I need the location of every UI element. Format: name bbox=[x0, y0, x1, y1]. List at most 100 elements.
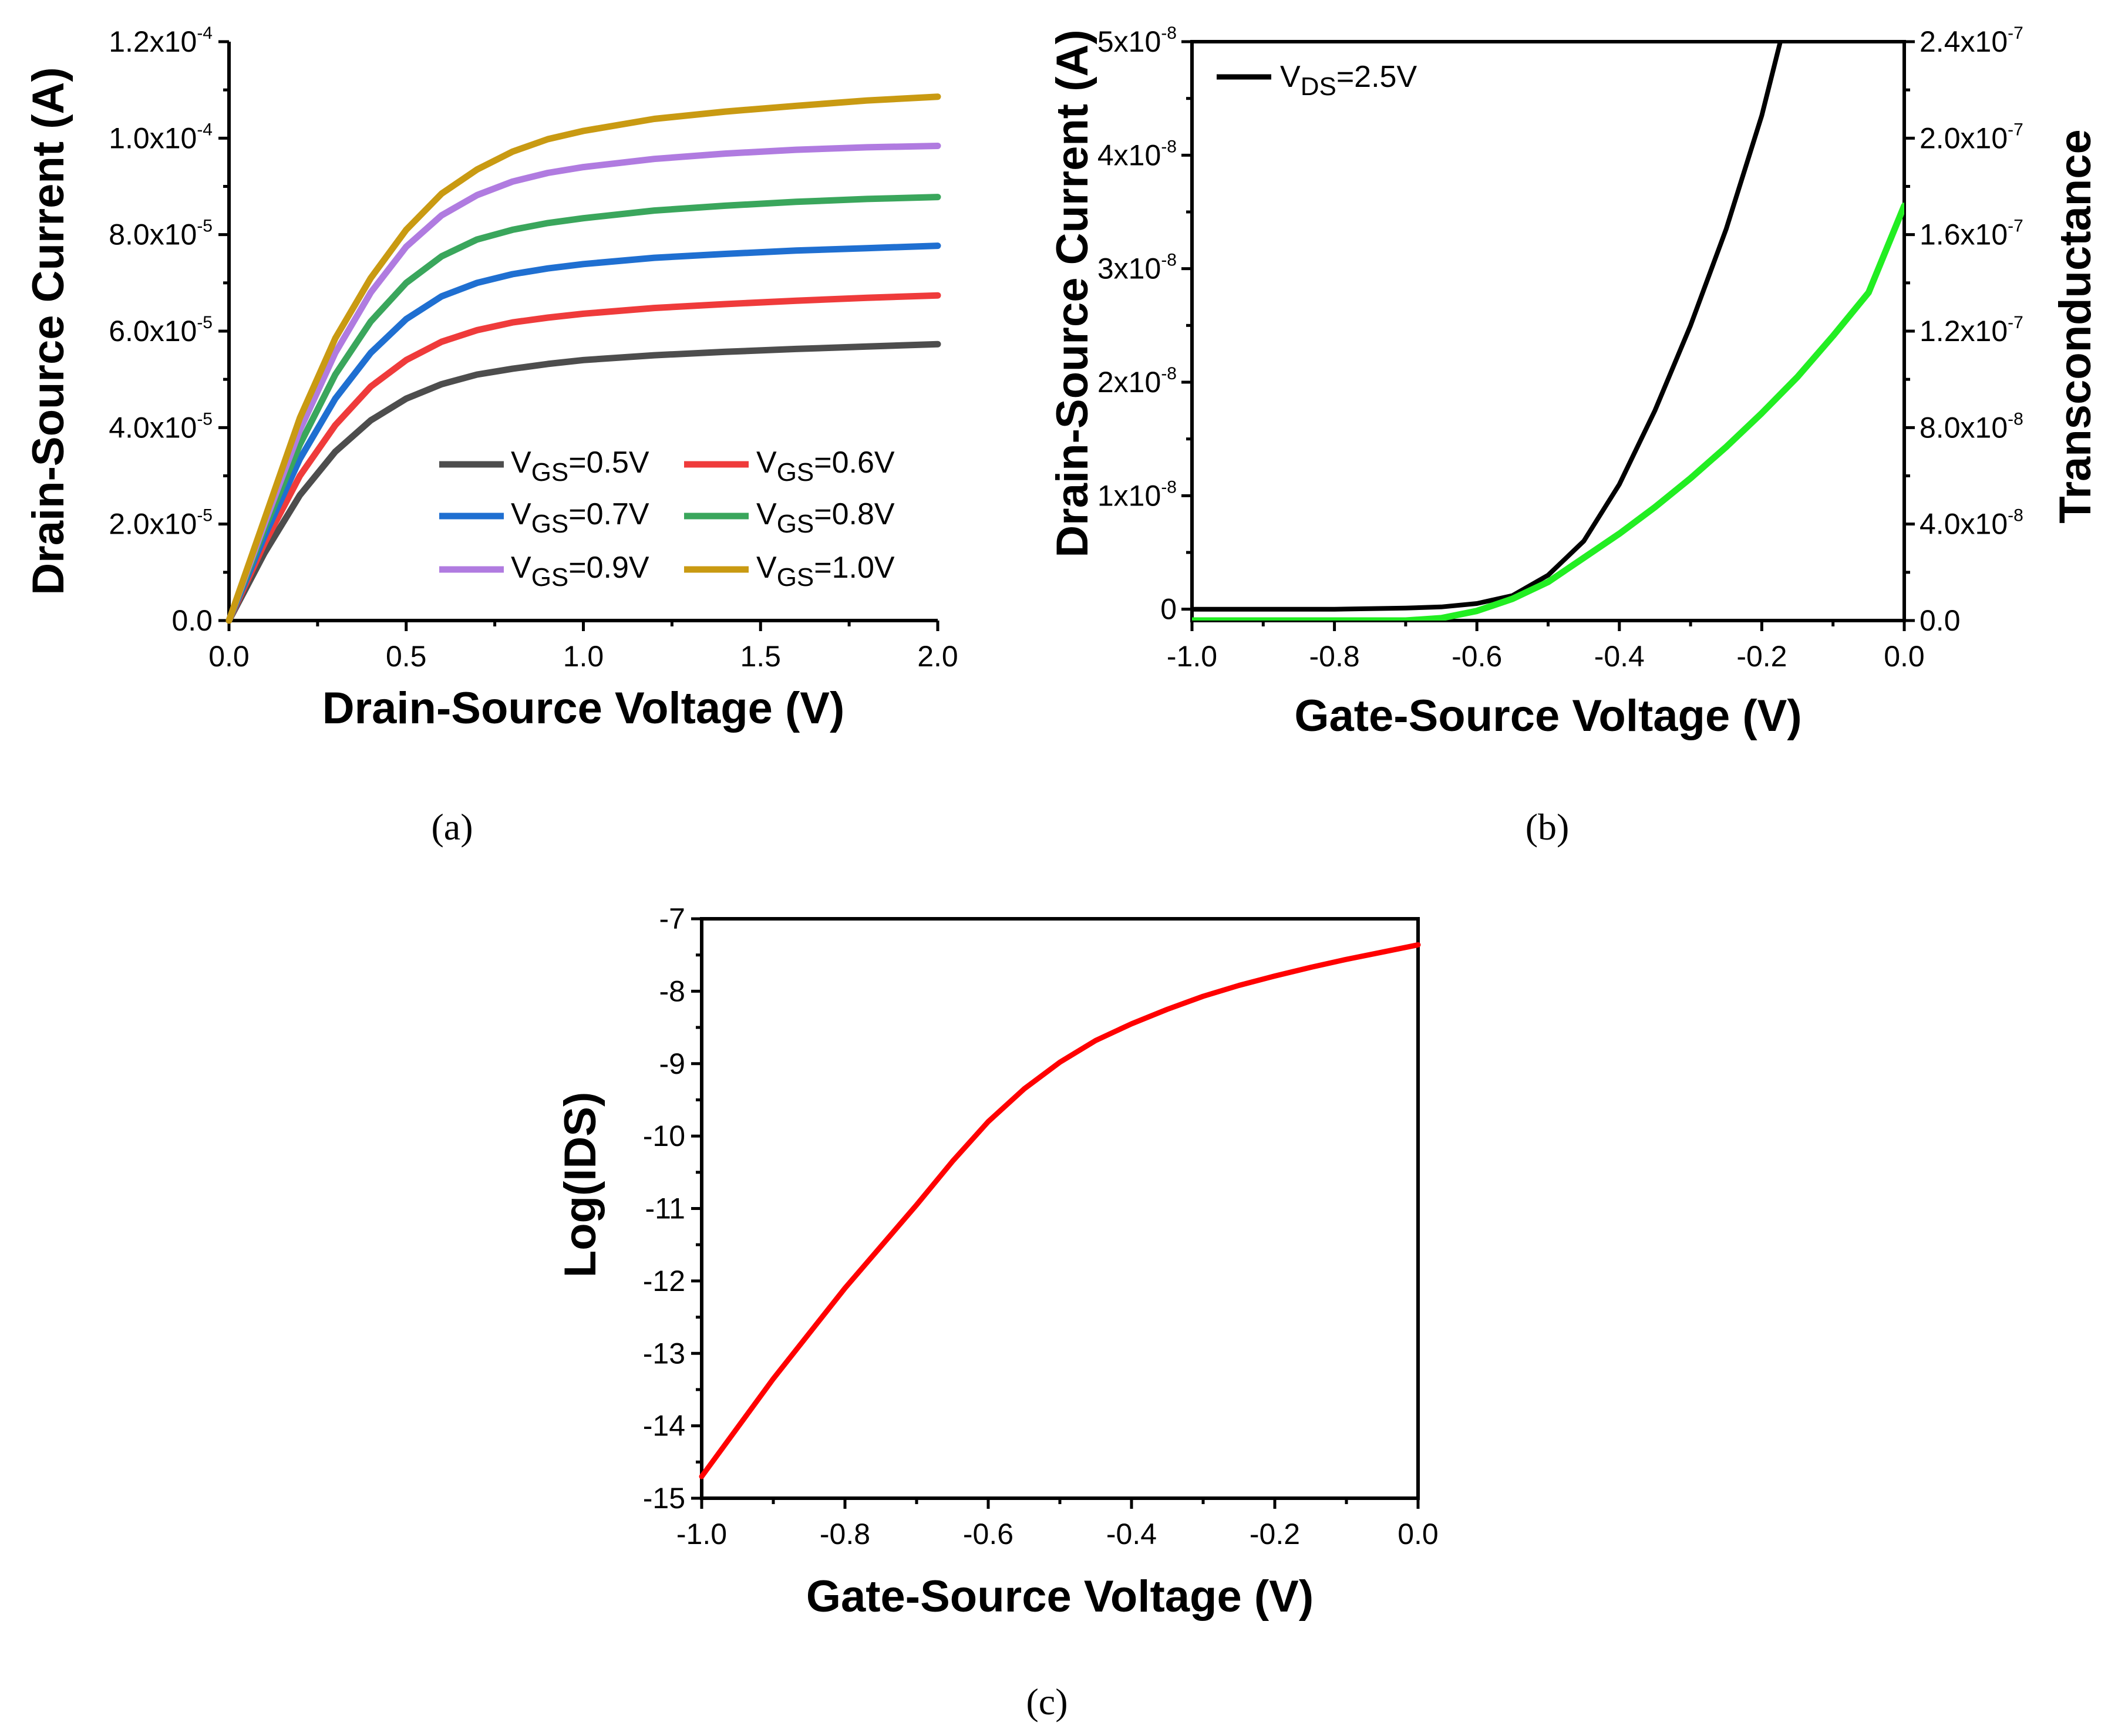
panel-a-line-chart: 0.0 0.5 1.0 1.5 2.00.02.0x10-54.0x10-56.0x10… bbox=[23, 23, 958, 733]
y-tick-label-c: -9 bbox=[659, 1047, 685, 1080]
y-right-tick-label-b: 1.6x10-7 bbox=[1920, 217, 2023, 251]
x-tick-label-b: 0.0 bbox=[1884, 640, 1925, 673]
x-tick-label-b: -0.8 bbox=[1309, 640, 1360, 673]
y-tick-label-a: 1.2x10-4 bbox=[109, 23, 213, 58]
y-right-tick-label-b: 1.2x10-7 bbox=[1920, 313, 2023, 348]
y-tick-label-b-mantissa: 0 bbox=[1160, 593, 1177, 626]
series-line-a-5 bbox=[225, 93, 941, 624]
y-right-tick-label-b: 0.0 bbox=[1920, 604, 1961, 637]
y-right-tick-label-b-mantissa: 2.4x10 bbox=[1920, 25, 2008, 58]
x-axis-title-a: Drain-Source Voltage (V) bbox=[322, 683, 845, 733]
series-line-a-0 bbox=[225, 341, 941, 624]
y-right-axis-title-b: Transconductance bbox=[2050, 129, 2100, 524]
y-right-tick-label-b-exponent: -7 bbox=[2008, 23, 2023, 43]
legend-label-a-sub: GS bbox=[531, 563, 569, 592]
y-tick-label-a: 0.0 bbox=[171, 604, 213, 637]
y-tick-label-a-exponent: -5 bbox=[197, 506, 213, 525]
panel-c-line-chart: -1.0 -0.8 -0.6 -0.4 -0.2 0.0 -7 -8 -9 -10 -11 -12 -1… bbox=[555, 902, 1439, 1622]
x-tick-label-b: -0.2 bbox=[1736, 640, 1787, 673]
x-tick-label-c: -0.4 bbox=[1106, 1518, 1157, 1550]
curves-b bbox=[1192, 42, 1904, 621]
x-tick-label-c: -0.8 bbox=[820, 1518, 870, 1550]
y-right-tick-label-b: 2.4x10-7 bbox=[1920, 23, 2023, 58]
y-tick-label-b: 2x10-8 bbox=[1097, 364, 1177, 399]
legend-label-a-rest: =0.9V bbox=[568, 551, 649, 585]
legend-label-a-prefix: V bbox=[756, 551, 777, 585]
series-line-a-4 bbox=[225, 143, 941, 624]
legend-label-a-sub: GS bbox=[531, 510, 569, 538]
y-tick-label-a-mantissa: 1.0x10 bbox=[109, 122, 197, 154]
y-tick-label-a: 4.0x10-5 bbox=[109, 409, 213, 444]
y-tick-label-b-mantissa: 4x10 bbox=[1097, 139, 1161, 171]
legend-label-a-5: VGS=1.0V bbox=[756, 551, 895, 592]
legend-label-a-prefix: V bbox=[511, 551, 531, 585]
y-tick-label-c: -8 bbox=[659, 975, 685, 1007]
y-tick-label-a-exponent: -5 bbox=[197, 217, 213, 236]
y-right-tick-label-b: 8.0x10-8 bbox=[1920, 409, 2023, 444]
x-tick-label-b: -0.4 bbox=[1594, 640, 1645, 673]
series-line-a-1 bbox=[225, 292, 941, 624]
y-right-tick-label-b: 4.0x10-8 bbox=[1920, 506, 2023, 541]
legend-label-a-rest: =0.8V bbox=[814, 497, 895, 531]
x-tick-label-a: 1.5 bbox=[740, 640, 781, 673]
x-axis-title-b: Gate-Source Voltage (V) bbox=[1294, 691, 1801, 741]
y-tick-label-b-exponent: -8 bbox=[1161, 364, 1177, 383]
y-tick-label-c: -14 bbox=[643, 1410, 685, 1442]
legend-label-a-4: VGS=0.9V bbox=[511, 551, 649, 592]
x-tick-label-c: -1.0 bbox=[676, 1518, 727, 1550]
y-tick-label-a-mantissa: 8.0x10 bbox=[109, 218, 197, 251]
y-tick-label-b: 1x10-8 bbox=[1097, 477, 1177, 512]
x-tick-label-c: -0.2 bbox=[1250, 1518, 1300, 1550]
legend-label-a-rest: =1.0V bbox=[814, 551, 895, 585]
plot-frame-c bbox=[700, 917, 1420, 1500]
y-tick-label-b-exponent: -8 bbox=[1161, 251, 1177, 270]
y-tick-label-b-exponent: -8 bbox=[1161, 137, 1177, 156]
y-tick-label-a: 2.0x10-5 bbox=[109, 506, 213, 541]
y-tick-label-c: -12 bbox=[643, 1265, 685, 1297]
legend-label-a-sub: GS bbox=[777, 510, 814, 538]
panel-c-label: (c) bbox=[1026, 1681, 1068, 1722]
x-tick-label-c: 0.0 bbox=[1398, 1518, 1439, 1550]
y-right-tick-label-b-exponent: -7 bbox=[2008, 120, 2023, 139]
y-right-tick-label-b-mantissa: 0.0 bbox=[1920, 604, 1961, 637]
y-tick-label-c: -11 bbox=[645, 1192, 685, 1225]
x-tick-label-c: -0.6 bbox=[963, 1518, 1013, 1550]
y-axis-title-a: Drain-Source Current (A) bbox=[23, 67, 73, 595]
legend-label-a-0: VGS=0.5V bbox=[511, 446, 649, 487]
x-axis-title-c: Gate-Source Voltage (V) bbox=[806, 1572, 1314, 1622]
legend-label-a-1: VGS=0.6V bbox=[756, 446, 895, 487]
y-right-tick-label-b-mantissa: 4.0x10 bbox=[1920, 508, 2008, 541]
x-tick-label-a: 1.0 bbox=[563, 640, 604, 673]
legend-label-a-sub: GS bbox=[777, 458, 814, 487]
y-tick-label-b-exponent: -8 bbox=[1161, 23, 1177, 43]
y-right-tick-label-b: 2.0x10-7 bbox=[1920, 120, 2023, 154]
legend-label-a-prefix: V bbox=[511, 446, 531, 480]
y-tick-label-c: -13 bbox=[643, 1337, 685, 1370]
y-axis-title-b: Drain-Source Current (A) bbox=[1048, 29, 1097, 557]
y-right-tick-label-b-exponent: -8 bbox=[2008, 409, 2023, 429]
y-tick-label-a-mantissa: 4.0x10 bbox=[109, 411, 197, 444]
y-tick-label-a-mantissa: 1.2x10 bbox=[109, 25, 197, 58]
y-tick-label-b-exponent: -8 bbox=[1161, 477, 1177, 497]
y-tick-label-a-mantissa: 6.0x10 bbox=[109, 315, 197, 348]
x-tick-label-b: -0.6 bbox=[1452, 640, 1502, 673]
y-tick-label-a-mantissa: 0.0 bbox=[171, 604, 213, 637]
y-tick-label-b: 5x10-8 bbox=[1097, 23, 1177, 58]
legend-label-a-prefix: V bbox=[756, 497, 777, 531]
y-tick-label-b-mantissa: 3x10 bbox=[1097, 252, 1161, 285]
y-tick-label-a: 1.0x10-4 bbox=[109, 120, 213, 154]
legend-label-a-2: VGS=0.7V bbox=[511, 497, 649, 538]
y-tick-label-c: -7 bbox=[659, 902, 685, 935]
y-tick-label-b-mantissa: 1x10 bbox=[1097, 479, 1161, 512]
legend-label-a-prefix: V bbox=[756, 446, 777, 480]
panel-b-label: (b) bbox=[1526, 806, 1570, 848]
legend-label-a-rest: =0.5V bbox=[568, 446, 649, 480]
legend-label-a-rest: =0.6V bbox=[814, 446, 895, 480]
y-axis-title-c: Log(IDS) bbox=[555, 1092, 605, 1278]
legend-label-a-sub: GS bbox=[531, 458, 569, 487]
legend-label-a-prefix: V bbox=[511, 497, 531, 531]
series-line-b-0 bbox=[1192, 42, 1783, 612]
panel-b-line-chart: -1.0 -0.8 -0.6 -0.4 -0.2 0.001x10-82x10-83x10… bbox=[1048, 23, 2100, 741]
legend-label-a-3: VGS=0.8V bbox=[756, 497, 895, 538]
